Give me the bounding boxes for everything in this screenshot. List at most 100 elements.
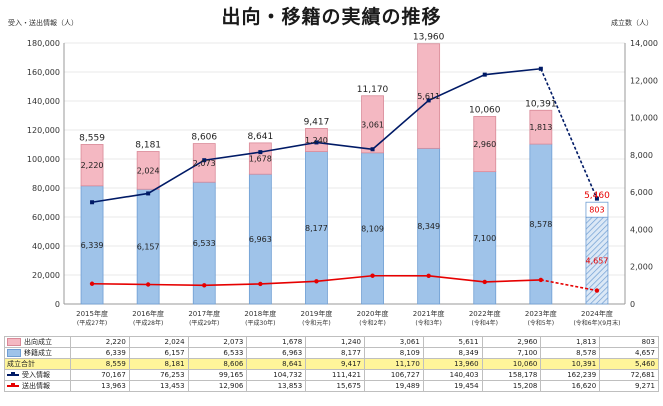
total-label: 8,606 [191, 133, 217, 143]
table-row-header: 成立合計 [4, 358, 71, 370]
table-cell: 13,453 [128, 380, 189, 392]
total-label: 10,391 [525, 99, 557, 109]
table-cell: 13,853 [246, 380, 307, 392]
right-axis-tick: 12,000 [630, 76, 658, 85]
x-tick-label: 2021年度 [413, 309, 445, 318]
x-tick-sublabel: (平成28年) [133, 319, 163, 327]
send-point [370, 273, 375, 278]
table-cell: 111,421 [305, 369, 365, 381]
table-row: 送出情報 13,963 13,453 12,906 13,853 15,675 19,489… [4, 380, 659, 392]
legend-key [7, 338, 21, 346]
legend-label: 成立合計 [7, 360, 35, 368]
table-cell: 8,578 [540, 347, 601, 359]
transfer-bar-label: 6,339 [81, 241, 104, 250]
legend-key [7, 383, 19, 387]
receive-point [90, 200, 95, 205]
x-tick-label: 2018年度 [244, 309, 276, 318]
table-cell: 4,657 [599, 347, 659, 359]
table-row-header: 移籍成立 [4, 347, 71, 359]
send-point [314, 279, 319, 284]
total-label: 11,170 [357, 85, 389, 95]
table-cell: 6,157 [128, 347, 189, 359]
table-cell: 5,460 [599, 358, 659, 370]
send-point [89, 281, 95, 286]
table-cell: 15,208 [481, 380, 542, 392]
table-cell: 70,167 [70, 369, 130, 381]
total-label: 9,417 [304, 117, 330, 127]
send-point [145, 282, 151, 287]
table-row-header: 受入情報 [4, 369, 71, 381]
secondment-bar [361, 95, 384, 154]
transfer-bar-label: 8,177 [305, 224, 328, 233]
left-axis-tick: 60,000 [32, 213, 60, 222]
total-label: 8,181 [135, 140, 161, 150]
table-row: 成立合計 8,559 8,181 8,606 8,641 9,417 11,170 13,96… [4, 358, 659, 370]
total-label: 10,060 [469, 105, 501, 115]
table-cell: 8,349 [422, 347, 483, 359]
table-cell: 10,391 [540, 358, 601, 370]
right-axis-tick: 0 [630, 300, 635, 309]
transfer-bar-label: 6,963 [249, 235, 272, 244]
table-cell: 13,960 [422, 358, 483, 370]
table-row-header: 送出情報 [4, 380, 71, 392]
left-axis-tick: 0 [55, 300, 60, 309]
transfer-bar-label: 6,533 [193, 239, 216, 248]
x-tick-sublabel: (令和4年) [472, 319, 499, 327]
chart-plot: 0 20,000 40,000 60,000 80,000 100,000 120,000 1… [27, 33, 658, 327]
table-cell: 8,109 [363, 347, 424, 359]
send-point [538, 277, 544, 283]
right-axis-tick: 4,000 [630, 225, 653, 234]
left-axis-tick: 120,000 [27, 126, 60, 135]
right-axis-tick: 8,000 [630, 151, 653, 160]
table-cell: 8,177 [305, 347, 365, 359]
x-tick-sublabel: (令和6年)(9月末) [573, 319, 620, 327]
x-tick-label: 2024年度 [581, 309, 613, 318]
table-cell: 162,239 [540, 369, 601, 381]
table-cell: 3,061 [363, 336, 424, 348]
x-tick-sublabel: (平成27年) [77, 319, 107, 327]
table-cell: 1,813 [540, 336, 601, 348]
right-axis-tick: 6,000 [630, 188, 653, 197]
table-cell: 6,533 [187, 347, 248, 359]
left-axis-title: 受入・送出情報（人） [8, 19, 78, 27]
left-axis-tick: 140,000 [27, 97, 60, 106]
secondment-bar-label: 2,220 [81, 161, 104, 170]
table-cell: 16,620 [540, 380, 601, 392]
x-tick-sublabel: (令和5年) [528, 319, 555, 327]
x-tick-label: 2023年度 [525, 309, 557, 318]
transfer-bar-label: 8,578 [529, 220, 552, 229]
secondment-bar-label: 2,024 [137, 166, 160, 175]
secondment-bar-label: 5,611 [417, 92, 440, 101]
left-axis-tick: 40,000 [32, 242, 60, 251]
secondment-bar [80, 144, 104, 187]
x-tick-sublabel: (令和2年) [359, 319, 386, 327]
table-cell: 19,489 [363, 380, 424, 392]
table-cell: 106,727 [363, 369, 424, 381]
secondment-bar-label: 3,061 [361, 120, 384, 129]
table-cell: 99,165 [187, 369, 248, 381]
table-cell: 6,339 [70, 347, 130, 359]
secondment-bar-label: 2,960 [473, 140, 496, 149]
table-cell: 76,253 [128, 369, 189, 381]
receive-point [370, 147, 375, 152]
secondment-bar [473, 116, 497, 173]
left-axis-tick: 80,000 [32, 184, 60, 193]
table-cell: 2,220 [70, 336, 130, 348]
x-tick-sublabel: (令和3年) [415, 319, 442, 327]
transfer-bar-label: 6,157 [137, 243, 160, 252]
secondment-bar-label: 1,678 [249, 155, 272, 164]
receive-point [538, 66, 543, 71]
right-axis-tick: 10,000 [630, 114, 658, 123]
table-cell: 15,675 [305, 380, 365, 392]
table-cell: 2,960 [481, 336, 542, 348]
table-cell: 803 [599, 336, 659, 348]
x-tick-label: 2017年度 [188, 309, 220, 318]
table-cell: 11,170 [363, 358, 424, 370]
x-tick-sublabel: (平成29年) [189, 319, 219, 327]
table-cell: 8,181 [128, 358, 189, 370]
table-cell: 158,178 [481, 369, 542, 381]
receive-point [594, 196, 599, 201]
left-axis-tick: 180,000 [27, 39, 60, 48]
data-table: 出向成立 2,220 2,024 2,073 1,678 1,240 3,061 5,611 2… [4, 336, 659, 392]
